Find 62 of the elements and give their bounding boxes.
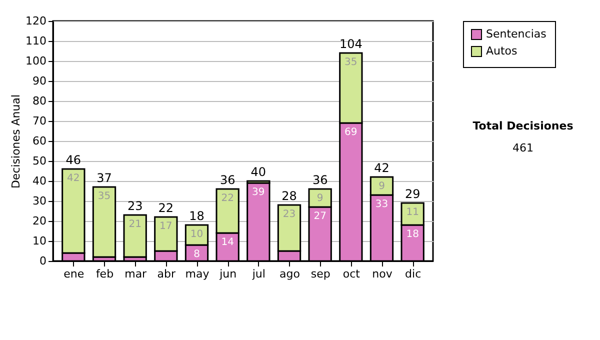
text: 461	[512, 142, 534, 155]
data-label: 39	[252, 187, 265, 198]
x-tick-label: feb	[96, 268, 114, 280]
data-label: 42	[67, 173, 80, 184]
y-tick-label: 110	[26, 34, 46, 48]
total-label: 22	[158, 201, 174, 215]
x-tick-label: jul	[251, 268, 266, 280]
data-label: 14	[221, 237, 234, 248]
total-label: 37	[96, 171, 112, 185]
data-label: 8	[194, 249, 200, 260]
legend-label: Sentencias	[486, 28, 547, 40]
data-label: 17	[160, 221, 172, 232]
x-tick-label: may	[185, 268, 210, 280]
total-label: 42	[374, 161, 390, 175]
x-tick-label: oct	[342, 268, 361, 280]
data-label: 9	[378, 181, 385, 192]
data-label: 21	[128, 219, 142, 230]
x-tick-label: abr	[157, 268, 176, 280]
y-tick-label: 60	[32, 134, 46, 148]
x-tick-label: jun	[218, 268, 237, 280]
x-tick-label: ago	[280, 268, 300, 280]
total-label: 28	[282, 189, 297, 203]
bar	[123, 214, 147, 258]
data-label: 11	[406, 207, 419, 218]
y-tick-label: 100	[26, 54, 46, 68]
y-tick-label: 40	[32, 174, 46, 188]
data-label: 23	[282, 209, 296, 220]
y-tick-label: 90	[32, 74, 46, 88]
data-label: 9	[316, 193, 324, 204]
x-tick-label: ene	[64, 268, 84, 280]
y-tick-label: 20	[32, 214, 46, 228]
data-label: 18	[406, 229, 419, 240]
x-tick-label: mar	[124, 268, 148, 280]
x-tick-label: dic	[405, 268, 422, 280]
data-label: 69	[344, 127, 358, 138]
total-label: 36	[220, 173, 236, 187]
y-tick-label: 120	[26, 14, 46, 28]
total-label: 104	[339, 37, 362, 51]
legend-label: Autos	[486, 44, 518, 58]
total-label: 29	[404, 187, 420, 201]
total-label: 23	[127, 199, 143, 213]
y-tick-label: 10	[32, 234, 46, 248]
total-label: 40	[250, 165, 266, 179]
data-label: 35	[98, 191, 111, 202]
total-label: 36	[312, 173, 328, 187]
data-label: 33	[375, 199, 388, 210]
y-tick-label: 30	[32, 194, 46, 208]
y-tick-label: 70	[32, 114, 46, 128]
data-label: 10	[190, 229, 204, 240]
text: Total Decisiones	[472, 120, 574, 133]
x-tick-label: nov	[372, 268, 393, 280]
total-label: 18	[189, 209, 204, 223]
bar	[92, 186, 116, 258]
data-label: 35	[344, 57, 358, 68]
x-tick-label: sep	[310, 268, 330, 280]
y-tick-label: 0	[40, 254, 46, 268]
data-label: 27	[314, 211, 326, 222]
y-axis-title: Decisiones Anual	[10, 94, 23, 189]
data-label: 22	[221, 193, 234, 204]
y-tick-label: 50	[32, 154, 46, 168]
y-tick-label: 80	[32, 94, 46, 108]
total-label: 46	[66, 153, 82, 167]
